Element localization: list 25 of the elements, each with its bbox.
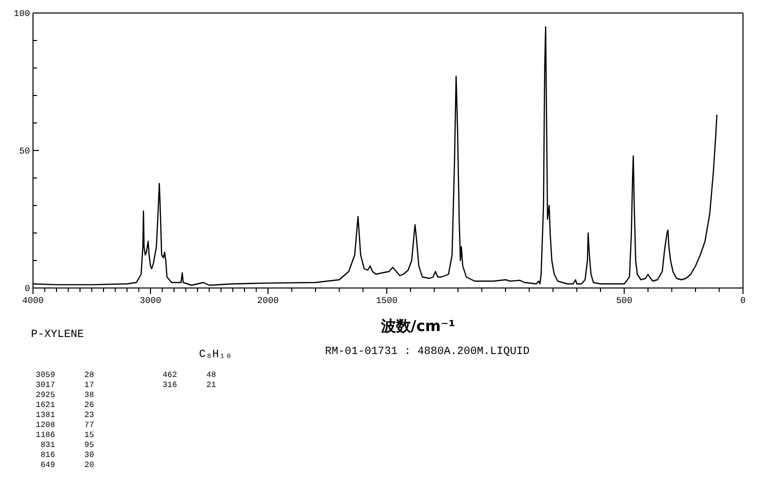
text: 649 20 — [40, 461, 94, 470]
x-tick-label: 1500 — [376, 296, 398, 306]
text: 2925 38 — [36, 391, 94, 400]
x-tick-label: 2000 — [257, 296, 279, 306]
text: C₈H₁₀ — [199, 349, 232, 361]
text: P-XYLENE — [31, 329, 84, 341]
y-tick-label: 0 — [24, 284, 30, 294]
y-tick-label: 50 — [19, 146, 30, 156]
text: 816 30 — [40, 451, 94, 460]
x-axis-title: 波数/cm⁻¹ — [380, 317, 456, 335]
x-tick-label: 500 — [616, 296, 632, 306]
text: 316 21 — [162, 381, 216, 390]
text: 3059 28 — [36, 371, 94, 380]
y-tick-label: 100 — [14, 9, 30, 19]
text: 831 95 — [40, 441, 94, 450]
x-tick-label: 3000 — [140, 296, 162, 306]
text: 1381 23 — [36, 411, 94, 420]
text: 1621 26 — [36, 401, 94, 410]
text: 1186 15 — [36, 431, 94, 440]
x-tick-label: 4000 — [22, 296, 44, 306]
text: 1208 77 — [36, 421, 94, 430]
text: 3017 17 — [36, 381, 94, 390]
text: RM-01-01731 : 4880A.200M.LIQUID — [325, 346, 530, 358]
text: 462 48 — [162, 371, 216, 380]
x-tick-label: 0 — [740, 296, 746, 306]
